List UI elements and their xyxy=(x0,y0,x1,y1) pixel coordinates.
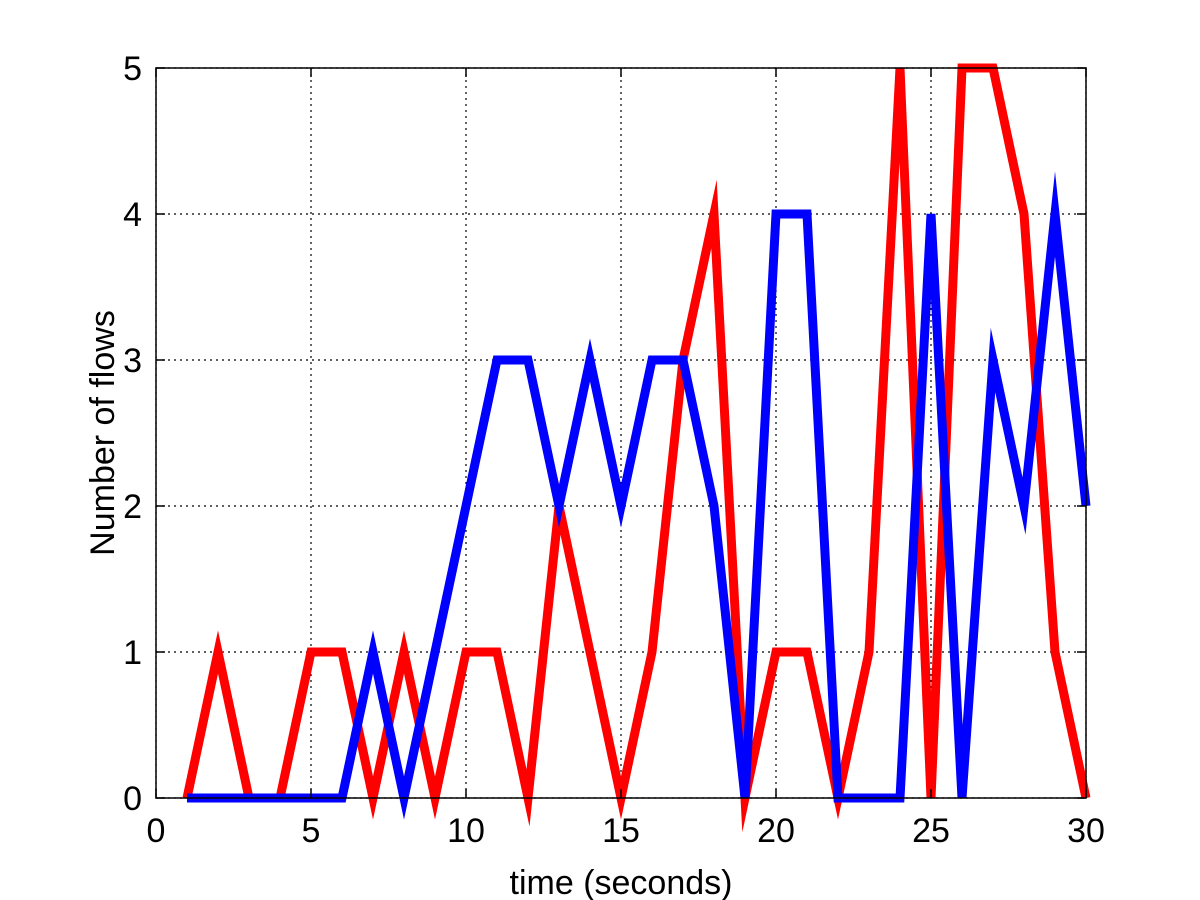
x-tick-label-0: 0 xyxy=(147,812,166,850)
x-tick-labels: 0 5 10 15 20 25 30 xyxy=(147,812,1105,850)
y-tick-label-2: 2 xyxy=(123,488,142,526)
x-tick-label-1: 5 xyxy=(302,812,321,850)
x-axis-title: time (seconds) xyxy=(510,864,733,900)
y-axis-title: Number of flows xyxy=(84,310,122,556)
y-tick-label-1: 1 xyxy=(123,634,142,672)
y-tick-label-3: 3 xyxy=(123,342,142,380)
series-line-red xyxy=(182,63,1091,833)
y-tick-label-4: 4 xyxy=(123,196,142,234)
x-tick-label-3: 15 xyxy=(602,812,640,850)
x-tick-label-6: 30 xyxy=(1067,812,1105,850)
y-tick-labels: 0 1 2 3 4 5 xyxy=(123,50,142,818)
x-tick-label-4: 20 xyxy=(757,812,795,850)
x-tick-label-2: 10 xyxy=(447,812,485,850)
ticks xyxy=(155,67,1087,799)
y-tick-label-5: 5 xyxy=(123,50,142,88)
x-tick-label-5: 25 xyxy=(912,812,950,850)
y-tick-label-0: 0 xyxy=(123,780,142,818)
